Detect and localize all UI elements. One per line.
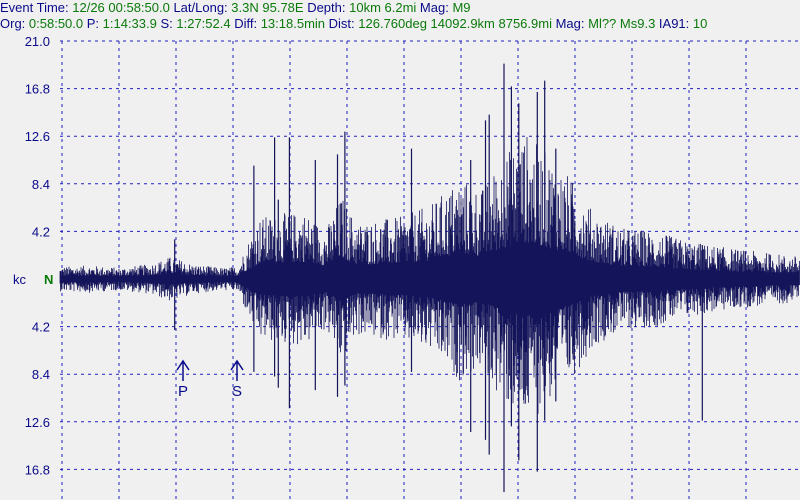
header-line2-seg-9: 126.760deg 14092.9km 8756.9mi: [358, 16, 552, 31]
phase-arrow-icon: [230, 359, 244, 381]
channel-label: N: [44, 272, 53, 287]
header-line2-seg-3: 1:14:33.9: [102, 16, 157, 31]
header-line1-seg-7: M9: [452, 0, 471, 15]
y-tick-label: 8.4: [32, 177, 50, 192]
header-line2-seg-2: P:: [83, 16, 103, 31]
header-line1-seg-3: 3.3N 95.78E: [231, 0, 304, 15]
header-line2-seg-8: Dist:: [325, 16, 359, 31]
y-axis-tick-labels: 21.0 16.8 12.6 8.4 4.2 4.2 8.4 12.6 16.8: [25, 34, 50, 477]
phase-arrow-icon: [176, 359, 190, 381]
waveform-trace: [59, 63, 800, 493]
header-line1-seg-2: Lat/Long:: [169, 0, 232, 15]
phase-marker-label: S: [232, 383, 242, 400]
header-line2-seg-12: IA91:: [655, 16, 693, 31]
header-line1-seg-0: Event Time:: [0, 0, 73, 15]
y-axis-unit-label: kc: [13, 272, 27, 287]
y-tick-label: 4.2: [32, 320, 50, 335]
header-line1-seg-5: 10km 6.2mi: [349, 0, 417, 15]
header-line2-seg-6: Diff:: [230, 16, 261, 31]
event-header-line-2: Org: 0:58:50.0 P: 1:14:33.9 S: 1:27:52.4…: [0, 16, 707, 32]
chart-grid: [60, 40, 800, 500]
event-header-line-1: Event Time: 12/26 00:58:50.0 Lat/Long: 3…: [0, 0, 471, 16]
header-line2-seg-13: 10: [692, 16, 708, 31]
y-tick-label: 4.2: [32, 224, 50, 239]
header-line2-seg-11: Ml?? Ms9.3: [588, 16, 656, 31]
header-line2-seg-10: Mag:: [551, 16, 589, 31]
phase-marker-label: P: [178, 383, 188, 400]
y-tick-label: 8.4: [32, 367, 50, 382]
phase-marker-s: S: [230, 359, 244, 400]
y-tick-label: 12.6: [25, 415, 50, 430]
header-line2-seg-4: S:: [156, 16, 177, 31]
header-line2-seg-0: Org:: [0, 16, 29, 31]
y-tick-label: 16.8: [25, 82, 50, 97]
header-line1-seg-6: Mag:: [416, 0, 453, 15]
header-line1-seg-4: Depth:: [303, 0, 350, 15]
header-line2-seg-1: 0:58:50.0: [28, 16, 84, 31]
header-line1-seg-1: 12/26 00:58:50.0: [72, 0, 170, 15]
y-tick-label: 16.8: [25, 462, 50, 477]
y-tick-label: 12.6: [25, 129, 50, 144]
y-tick-label: 21.0: [25, 34, 50, 49]
phase-marker-p: P: [176, 359, 190, 400]
header-line2-seg-5: 1:27:52.4: [176, 16, 231, 31]
header-line2-seg-7: 13:18.5min: [260, 16, 326, 31]
